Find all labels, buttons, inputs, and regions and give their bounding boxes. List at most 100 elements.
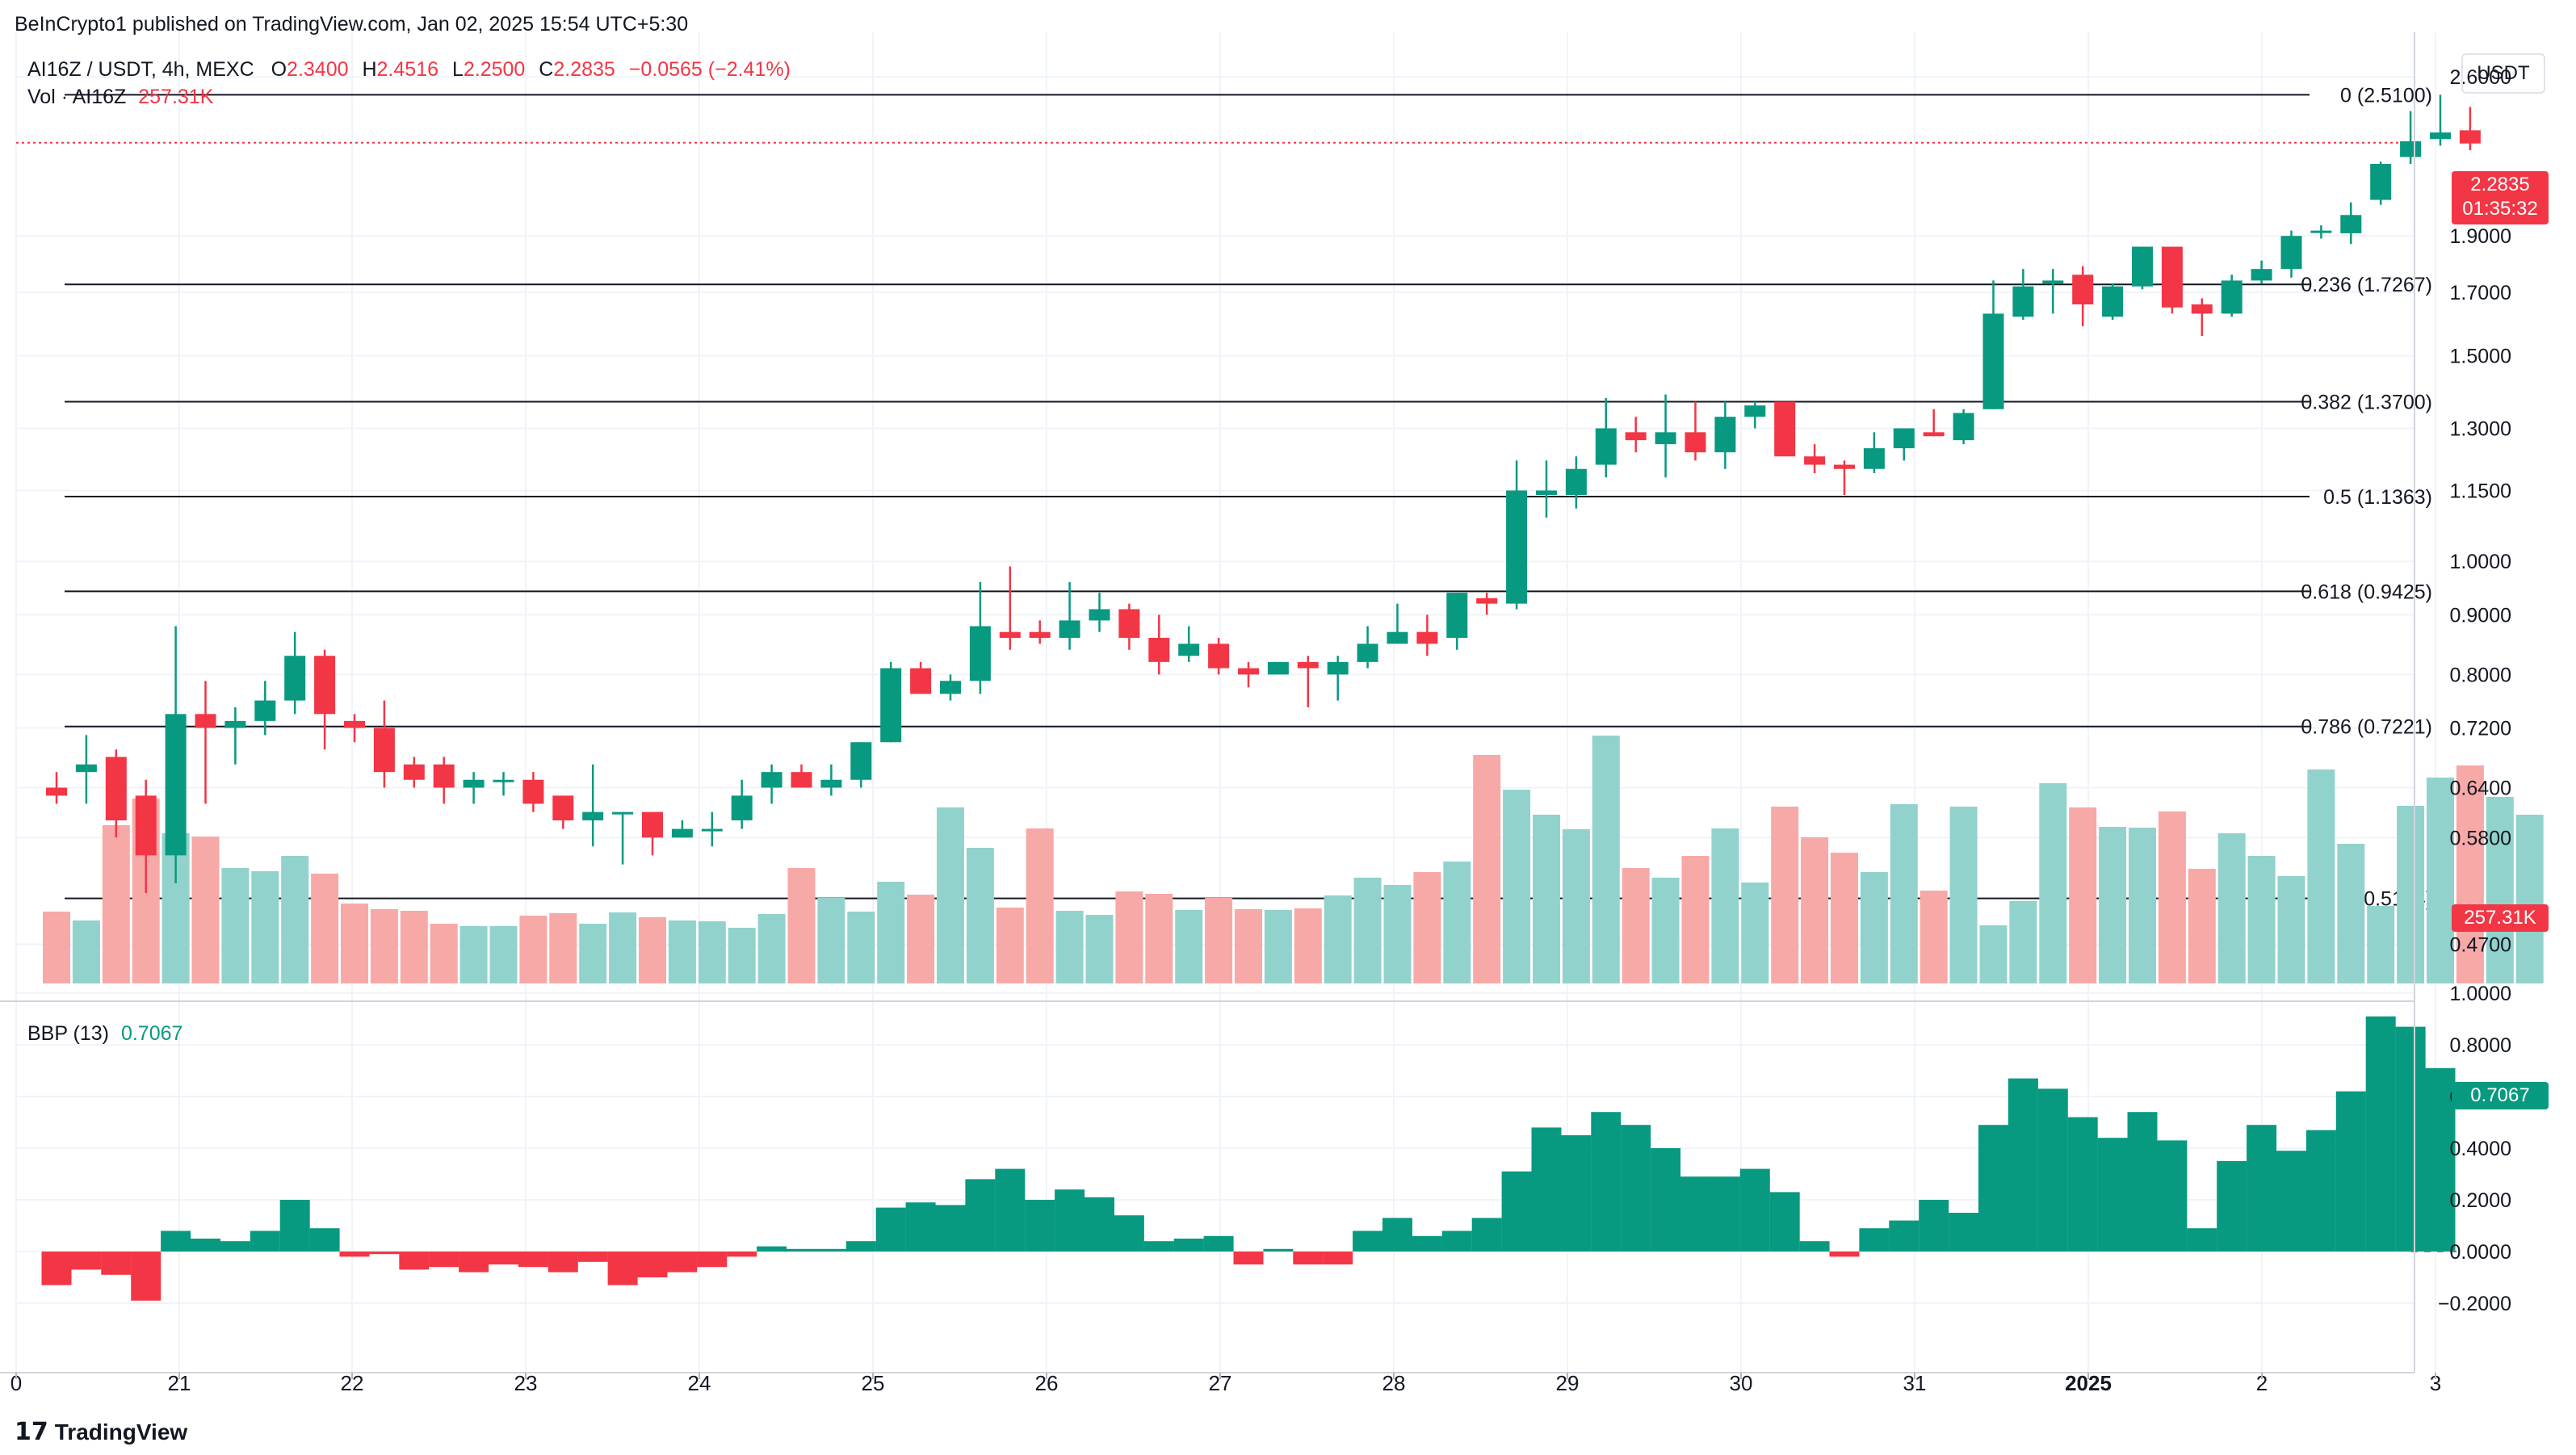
bbp-bar [1739,1168,1770,1252]
candle-body [2310,230,2332,233]
bbp-bar [1471,1218,1502,1252]
candle-body [2280,236,2302,270]
candle-body [433,764,455,788]
bbp-label[interactable]: BBP (13) [27,1022,109,1045]
candle-body [1148,637,1170,662]
volume-bar [966,848,994,983]
bbp-legend: BBP (13) 0.7067 [27,1022,183,1046]
volume-bar [1949,807,1978,983]
volume-bar [728,928,756,983]
candle-body [1297,661,1319,669]
volume-bar [221,868,250,983]
y-tick-label: 0.7200 [2450,718,2511,740]
bbp-bar [489,1252,518,1264]
currency-button[interactable]: USDT [2461,53,2545,94]
bbp-bar [399,1252,430,1270]
bbp-bar [995,1168,1026,1252]
bbp-bar [1382,1218,1412,1252]
candle-body [2042,280,2064,284]
bbp-bar [2187,1228,2217,1252]
bbp-bar [279,1200,310,1252]
volume-bar [1831,853,1858,983]
price-badge-value: 2.2835 [2470,174,2530,195]
volume-bar [2277,876,2305,983]
bbp-bar [339,1252,370,1257]
bbp-bar [429,1252,459,1268]
bbp-bar [2247,1125,2277,1252]
volume-bar [191,837,220,983]
candle-body [1267,661,1289,675]
bbp-bar [1323,1252,1353,1264]
bbp-bar [1353,1231,1383,1252]
bbp-bar [935,1205,966,1252]
y-tick-label: 2.6000 [2450,66,2511,89]
candles [46,94,2481,893]
volume-bar [341,904,368,983]
candle-body [2102,286,2124,317]
y-tick-label: 1.3000 [2450,417,2511,440]
candle-body [2430,132,2451,140]
volume-bar [609,912,637,983]
bbp-bar [1561,1135,1592,1252]
volume-bar [698,921,726,983]
bbp-bar [161,1231,191,1252]
bbp-bar [757,1246,787,1252]
candle-body [1625,432,1647,441]
bbp-tick-label: 0.8000 [2450,1034,2511,1057]
candle-body [969,626,991,681]
volume-bar [2515,815,2544,983]
bbp-bar [220,1241,250,1252]
candle-body [1595,428,1617,465]
fib-label: 0.382 (1.3700) [2301,392,2432,414]
y-tick-label: 0.6400 [2450,777,2511,799]
y-tick-label: 0.8000 [2450,664,2511,686]
fib-levels: 0 (2.5100) 0.236 (1.7267) 0.382 (1.3700) 0.… [16,84,2432,911]
volume-bar [1055,911,1084,983]
bbp-bar [1501,1171,1532,1252]
bbp-bar [41,1252,72,1285]
volume-bar [2069,807,2097,983]
volume-bar [579,924,607,983]
volume-bar [1175,910,1203,983]
volume-bar [1383,885,1412,983]
volume-bar [1294,908,1322,983]
candle-body [195,714,216,728]
bbp-bar [250,1231,280,1252]
candle-body [403,764,425,780]
volume-label[interactable]: Vol · AI16Z [27,86,127,108]
volume-bar [2337,844,2365,983]
volume-bar [1443,862,1471,983]
volume-bars [43,736,2544,983]
high-value: 2.4516 [376,58,438,81]
candle-body [1834,464,1855,469]
volume-bar [1592,736,1620,983]
bbp-bar [1531,1127,1562,1252]
volume-bar [847,912,875,983]
candle-body [1982,313,2004,409]
bbp-bar [2097,1138,2128,1252]
candle-body [2191,304,2213,314]
bbp-bar [548,1252,578,1273]
bbp-tick-label: 0.2000 [2450,1189,2511,1212]
candle-body [135,795,157,856]
volume-bar [549,913,577,983]
candle-body [1744,405,1766,417]
candle-body [2132,246,2153,287]
volume-bar [2307,769,2335,983]
bbp-bar [905,1202,936,1252]
candle-body [1565,468,1587,495]
volume-bar [1890,804,1918,983]
bbp-bar [2217,1161,2247,1252]
bbp-bar [2365,1016,2396,1252]
volume-bar [459,926,488,983]
volume-bar [1235,909,1262,983]
bbp-bar [191,1239,220,1252]
candle-body [1684,432,1706,453]
publisher-info: BeInCrypto1 published on TradingView.com… [15,13,689,36]
candle-body [2221,280,2242,314]
candle-body [1953,413,1974,441]
symbol-title[interactable]: AI16Z / USDT, 4h, MEXC [27,58,254,81]
bbp-bar [369,1252,400,1255]
footer-brand[interactable]: 𝟭𝟳 TradingView [15,1418,187,1446]
